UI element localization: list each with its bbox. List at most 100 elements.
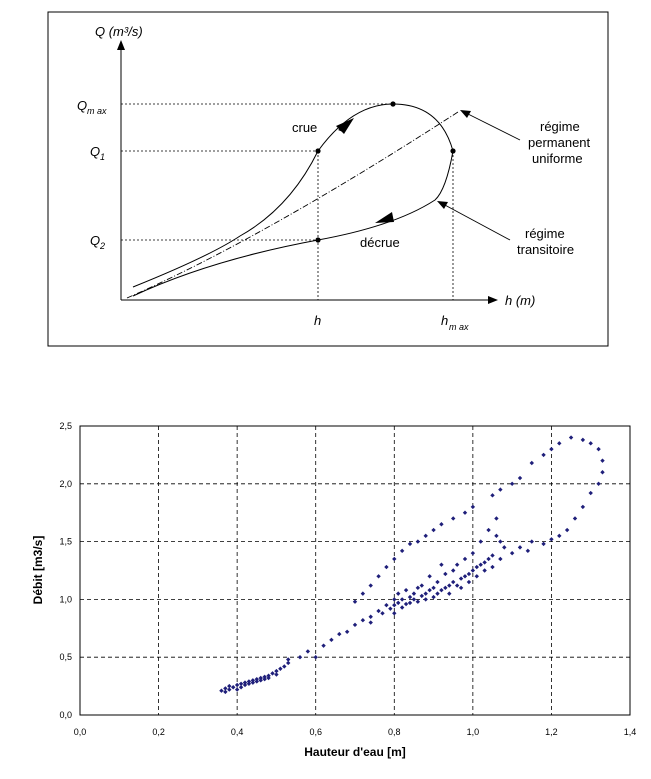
data-point xyxy=(423,533,428,539)
data-point xyxy=(286,657,291,662)
data-point xyxy=(478,562,483,567)
rising-limb-arrow-tip xyxy=(336,118,354,134)
data-point xyxy=(443,571,448,577)
falling-limb-arrow xyxy=(375,212,394,223)
data-point xyxy=(246,679,252,684)
transient-label-line1: régime xyxy=(525,226,565,241)
data-point xyxy=(242,680,248,685)
q2-label-main: Q xyxy=(90,233,100,248)
decrue-label: décrue xyxy=(360,235,400,250)
data-point xyxy=(498,487,503,492)
data-point xyxy=(258,678,263,683)
data-point xyxy=(447,583,452,588)
data-point xyxy=(297,655,303,660)
data-point xyxy=(388,606,393,611)
data-point xyxy=(568,435,574,440)
data-point xyxy=(415,599,421,604)
data-point xyxy=(242,682,248,688)
data-point xyxy=(470,504,476,510)
data-point xyxy=(462,510,468,515)
data-point xyxy=(482,568,487,573)
data-point xyxy=(407,600,413,606)
data-point xyxy=(321,643,326,648)
data-point xyxy=(403,601,409,607)
x-tick-labels: 0,0 0,2 0,4 0,6 0,8 1,0 1,2 1,4 xyxy=(74,727,637,737)
data-point xyxy=(254,676,259,682)
transient-label-line2: transitoire xyxy=(517,242,574,257)
data-point xyxy=(557,441,562,446)
data-point xyxy=(435,579,440,585)
data-point xyxy=(600,470,605,475)
q1-label-main: Q xyxy=(90,144,100,159)
steady-label-line2: permanent xyxy=(528,135,591,150)
data-point xyxy=(470,568,476,573)
qmax-label-sub: m ax xyxy=(87,106,107,116)
data-point xyxy=(231,685,236,690)
y-tick-label: 1,5 xyxy=(59,537,72,547)
hmax-label-sub: m ax xyxy=(449,322,469,332)
data-point xyxy=(258,675,263,681)
data-point xyxy=(376,574,381,579)
data-point xyxy=(399,548,405,554)
x-tick-label: 0,6 xyxy=(309,727,322,737)
data-point xyxy=(454,583,460,588)
data-point xyxy=(266,675,271,681)
data-point xyxy=(246,681,252,686)
data-point xyxy=(411,597,417,602)
data-point xyxy=(399,605,405,610)
data-point xyxy=(580,437,586,443)
data-point xyxy=(486,527,491,533)
data-point xyxy=(596,481,601,486)
data-point xyxy=(541,452,546,458)
data-point xyxy=(451,568,456,573)
data-point xyxy=(219,688,224,693)
data-point xyxy=(368,620,373,625)
x-tick-label: 0,8 xyxy=(388,727,401,737)
data-point xyxy=(431,585,436,591)
data-point xyxy=(466,571,472,577)
y-tick-label: 2,5 xyxy=(59,421,72,431)
data-point xyxy=(368,614,373,619)
data-point xyxy=(549,537,554,542)
data-point xyxy=(360,591,366,596)
data-point xyxy=(427,587,432,593)
q2-label-sub: 2 xyxy=(99,241,105,251)
data-point xyxy=(266,673,271,678)
data-point xyxy=(470,550,476,556)
data-point xyxy=(435,591,440,596)
data-point xyxy=(447,591,452,596)
data-points xyxy=(219,435,605,695)
steady-pointer xyxy=(465,112,521,141)
x-tick-label: 0,4 xyxy=(231,727,244,737)
data-point xyxy=(254,679,259,684)
data-point xyxy=(451,516,456,521)
data-point xyxy=(431,527,436,533)
data-point xyxy=(352,599,358,604)
data-point xyxy=(474,574,479,579)
data-point xyxy=(396,591,401,596)
data-point xyxy=(376,608,381,614)
data-point xyxy=(572,516,578,521)
hmax-label-main: h xyxy=(441,313,448,328)
hmax-label: h m ax xyxy=(441,313,469,332)
x-tick-label: 1,0 xyxy=(467,727,480,737)
data-point xyxy=(498,539,503,544)
x-tick-label: 1,2 xyxy=(545,727,558,737)
data-point xyxy=(250,680,256,685)
data-point xyxy=(600,458,605,463)
crue-label: crue xyxy=(292,120,317,135)
transient-pointer-head xyxy=(437,201,448,209)
data-point xyxy=(498,556,503,562)
data-point xyxy=(399,597,405,602)
y-tick-label: 0,5 xyxy=(59,652,72,662)
x-tick-label: 0,2 xyxy=(152,727,165,737)
x-axis-title: Hauteur d'eau [m] xyxy=(304,745,406,759)
hmax-point xyxy=(450,148,456,154)
data-point xyxy=(462,556,468,562)
qmax-point xyxy=(390,101,396,107)
data-point xyxy=(415,585,421,591)
data-point xyxy=(419,583,424,588)
x-tick-label: 0,0 xyxy=(74,727,87,737)
schematic-x-axis-label: h (m) xyxy=(505,293,535,308)
